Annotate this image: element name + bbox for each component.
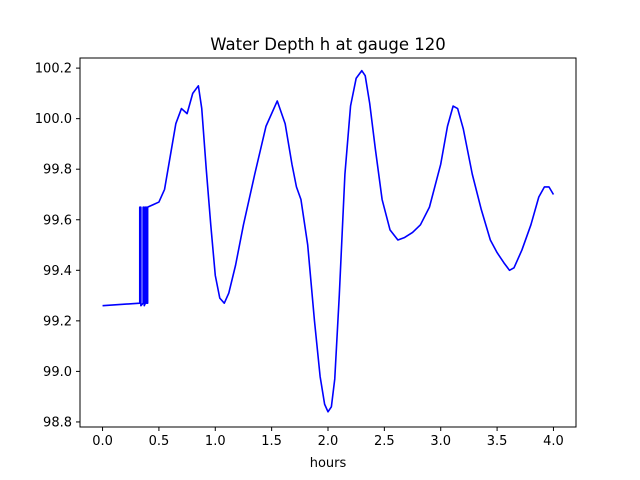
x-tick-label: 1.0 [205, 434, 226, 449]
y-tick-label: 98.8 [43, 415, 72, 430]
x-tick-label: 2.0 [318, 434, 339, 449]
x-tick-label: 3.0 [430, 434, 451, 449]
y-tick-label: 99.4 [43, 264, 72, 279]
y-tick-label: 99.2 [43, 314, 72, 329]
x-tick-label: 3.5 [487, 434, 508, 449]
y-tick-label: 99.6 [43, 213, 72, 228]
plot-area [80, 58, 576, 427]
x-tick-label: 2.5 [374, 434, 395, 449]
y-tick-label: 100.2 [35, 62, 72, 77]
series-line-0 [102, 69, 555, 413]
x-tick-label: 0.5 [149, 434, 170, 449]
y-tick-label: 99.0 [43, 365, 72, 380]
x-axis-label: hours [310, 456, 347, 471]
x-axis: 0.0 0.5 1.0 1.5 2.0 2.5 3.0 3.5 4.0 [92, 427, 564, 449]
series-layer [102, 69, 555, 413]
y-tick-label: 100.0 [35, 112, 72, 127]
y-tick-label: 99.8 [43, 163, 72, 178]
x-tick-label: 1.5 [261, 434, 282, 449]
chart-title: Water Depth h at gauge 120 [210, 35, 445, 54]
x-tick-label: 4.0 [543, 434, 564, 449]
y-axis: 98.8 99.0 99.2 99.4 99.6 99.8 100.0 100.2 [35, 62, 80, 430]
x-tick-label: 0.0 [92, 434, 113, 449]
